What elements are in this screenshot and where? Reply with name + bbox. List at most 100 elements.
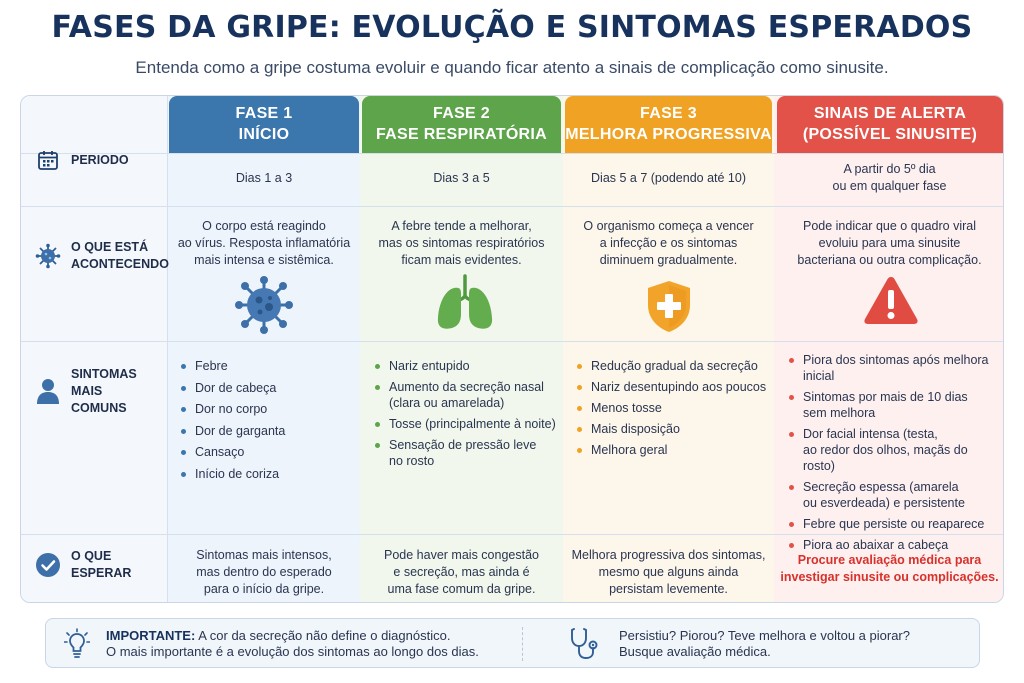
list-item: Febre que persiste ou reaparece (789, 516, 1003, 532)
list-item-text: inicial (803, 369, 835, 383)
expect-line: mas dentro do esperado (196, 565, 332, 579)
row-divider (21, 153, 1003, 154)
header-alerta-line2: (POSSÍVEL SINUSITE) (802, 126, 978, 143)
happening-fase-2-line: mas os sintomas respiratórios (378, 236, 545, 250)
list-item: Piora dos sintomas após melhora inicial (789, 352, 1003, 384)
header-fase-2: FASE 2 FASE RESPIRATÓRIA (362, 96, 561, 153)
period-fase-2: Dias 3 a 5 (433, 171, 490, 185)
virus-icon (235, 276, 293, 339)
expect-line: Procure avaliação médica para (797, 553, 982, 567)
row-label-periodo-text: PERIODO (71, 152, 129, 167)
list-item: Tosse (principalmente à noite) (375, 416, 560, 432)
list-item: Sensação de pressão leve no rosto (375, 437, 560, 469)
list-item: Dor de cabeça (181, 380, 351, 396)
row-label-sintomas: SINTOMAS MAIS COMUNS (21, 366, 168, 416)
happening-fase-3-line: diminuem gradualmente. (599, 253, 738, 267)
period-alerta-line1: A partir do 5º dia (843, 162, 936, 176)
symptoms-fase-3: Redução gradual da secreção Nariz desent… (577, 358, 772, 463)
header-fase-3: FASE 3 MELHORA PROGRESSIVA (565, 96, 772, 153)
symptoms-alerta: Piora dos sintomas após melhora inicial S… (789, 352, 1003, 558)
expect-line: para o início da gripe. (203, 582, 325, 596)
list-item: Redução gradual da secreção (577, 358, 772, 374)
row-label-acontecendo-line2: ACONTECENDO (71, 257, 169, 271)
column-alerta (774, 96, 1003, 602)
shield-plus-icon (644, 279, 694, 338)
column-fase-3 (563, 96, 774, 602)
symptoms-fase-1: Febre Dor de cabeça Dor no corpo Dor de … (181, 358, 351, 487)
happening-fase-3-line: a infecção e os sintomas (599, 236, 738, 250)
list-item: Nariz entupido (375, 358, 560, 374)
period-fase-3: Dias 5 a 7 (podendo até 10) (591, 171, 746, 185)
important-text: IMPORTANTE: A cor da secreção não define… (106, 628, 479, 660)
row-label-acontecendo-line1: O QUE ESTÁ (71, 240, 149, 254)
list-item-text: Febre que persiste ou reaparece (803, 517, 985, 531)
happening-fase-1-line: ao vírus. Resposta inflamatória (177, 236, 351, 250)
important-note: IMPORTANTE: A cor da secreção não define… (45, 618, 980, 668)
list-item-text: Piora ao abaixar a cabeça (803, 538, 949, 552)
row-divider (21, 206, 1003, 207)
person-icon (35, 378, 61, 404)
happening-fase-2-line: A febre tende a melhorar, (391, 219, 532, 233)
list-item: Melhora geral (577, 442, 772, 458)
row-label-acontecendo-text: O QUE ESTÁ ACONTECENDO (71, 239, 169, 273)
happening-fase-1-line: mais intensa e sistêmica. (194, 253, 334, 267)
row-label-periodo: PERIODO (21, 136, 168, 184)
check-circle-icon (35, 552, 61, 578)
important-line1: A cor da secreção não define o diagnósti… (198, 628, 451, 643)
expect-line: investigar sinusite ou complicações. (780, 570, 999, 584)
row-label-sintomas-line2: COMUNS (71, 400, 127, 415)
column-fase-2 (360, 96, 563, 602)
list-item-text: Secreção espessa (amarela (803, 480, 959, 494)
list-item: Mais disposição (577, 421, 772, 437)
row-divider (21, 534, 1003, 535)
header-fase-3-line2: MELHORA PROGRESSIVA (565, 126, 772, 143)
expect-fase-2: Pode haver mais congestão e secreção, ma… (360, 547, 563, 598)
list-item: Piora ao abaixar a cabeça (789, 537, 1003, 553)
header-fase-1-line1: FASE 1 (235, 105, 293, 122)
seek-care-line2: Busque avaliação médica. (619, 644, 771, 659)
happening-fase-1-line: O corpo está reagindo (202, 219, 326, 233)
header-fase-2-line1: FASE 2 (433, 105, 490, 122)
expect-line: mesmo que alguns ainda (598, 565, 739, 579)
list-item-text: (clara ou amarelada) (389, 396, 505, 410)
header-alerta-line1: SINAIS DE ALERTA (813, 105, 967, 122)
list-item-text: Tosse (principalmente à noite) (389, 417, 556, 431)
page-title: FASES DA GRIPE: EVOLUÇÃO E SINTOMAS ESPE… (51, 10, 973, 45)
seek-care-line1: Persistiu? Piorou? Teve melhora e voltou… (619, 628, 910, 643)
warning-icon (862, 273, 920, 332)
period-fase-1: Dias 1 a 3 (235, 171, 293, 185)
lightbulb-icon (63, 628, 91, 665)
period-alerta-line2: ou em qualquer fase (832, 179, 947, 193)
seek-care-text: Persistiu? Piorou? Teve melhora e voltou… (619, 628, 910, 660)
list-item: Dor facial intensa (testa, ao redor dos o… (789, 426, 1003, 474)
column-fase-1 (168, 96, 360, 602)
list-item: Dor no corpo (181, 401, 351, 417)
lungs-icon (434, 274, 496, 337)
list-item: Secreção espessa (amarela ou esverdeada) … (789, 479, 1003, 511)
header-fase-2-line2: FASE RESPIRATÓRIA (375, 126, 548, 143)
happening-alerta: Pode indicar que o quadro viral evoluiu … (774, 218, 1003, 269)
list-item-text: sem melhora (803, 406, 876, 420)
list-item-text: Piora dos sintomas após melhora (803, 353, 989, 367)
list-item: Início de coriza (181, 466, 351, 482)
happening-fase-3-line: O organismo começa a vencer (583, 219, 754, 233)
important-label: IMPORTANTE: (106, 628, 196, 643)
header-alerta: SINAIS DE ALERTA (POSSÍVEL SINUSITE) (777, 96, 1003, 153)
stethoscope-icon (569, 627, 601, 666)
phases-table: FASE 1 INÍCIO FASE 2 FASE RESPIRATÓRIA F… (20, 95, 1004, 603)
row-label-sintomas-text: SINTOMAS MAIS COMUNS (71, 366, 168, 417)
list-item: Cansaço (181, 444, 351, 460)
period-alerta: A partir do 5º dia ou em qualquer fase (774, 161, 1003, 195)
row-divider (21, 341, 1003, 342)
expect-alerta: Procure avaliação médica para investigar… (774, 552, 1003, 586)
virus-small-icon (35, 243, 61, 269)
note-divider (522, 627, 523, 661)
header-fase-3-line1: FASE 3 (640, 105, 697, 122)
list-item: Nariz desentupindo aos poucos (577, 379, 772, 395)
list-item: Sintomas por mais de 10 dias sem melhora (789, 389, 1003, 421)
happening-fase-2: A febre tende a melhorar, mas os sintoma… (360, 218, 563, 269)
list-item: Aumento da secreção nasal (clara ou amare… (375, 379, 560, 411)
row-label-esperar-text: O QUE ESPERAR (71, 549, 132, 580)
important-line2: O mais importante é a evolução dos sinto… (106, 644, 479, 659)
happening-fase-2-line: ficam mais evidentes. (401, 253, 522, 267)
